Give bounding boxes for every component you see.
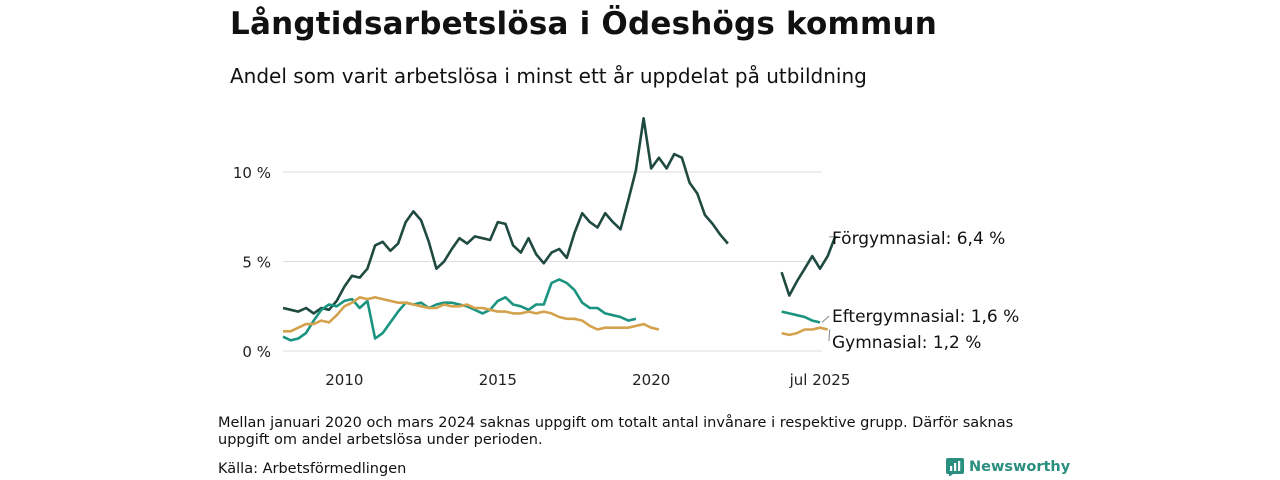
y-tick-label: 10 %	[233, 164, 271, 182]
line-chart: 0 % 5 % 10 % 2010 2015 2020 jul 2025 Förgymna…	[233, 117, 1019, 389]
x-tick-label: 2020	[632, 371, 670, 389]
chart-subtitle: Andel som varit arbetslösa i minst ett å…	[230, 64, 867, 88]
footnote: Mellan januari 2020 och mars 2024 saknas…	[218, 415, 1014, 448]
chart-title: Långtidsarbetslösa i Ödeshögs kommun	[230, 6, 938, 42]
brand-logo[interactable]: Newsworthy	[946, 458, 1070, 476]
x-tick-label: jul 2025	[789, 371, 851, 389]
series-line-gymnasial	[781, 326, 828, 337]
gridlines	[283, 171, 822, 352]
y-axis-ticks: 0 % 5 % 10 %	[233, 164, 271, 361]
series-lines	[282, 117, 837, 342]
series-line-forgymnasial	[282, 117, 729, 315]
series-line-eftergymnasial	[781, 310, 821, 324]
series-label-eftergymnasial: Eftergymnasial: 1,6 %	[832, 307, 1019, 327]
x-axis-ticks: 2010 2015 2020 jul 2025	[325, 371, 850, 389]
series-line-gymnasial	[283, 296, 660, 333]
series-line-forgymnasial	[780, 235, 837, 297]
series-line-eftergymnasial	[282, 278, 637, 342]
y-tick-label: 5 %	[242, 254, 271, 272]
y-tick-label: 0 %	[242, 343, 271, 361]
brand-name: Newsworthy	[969, 459, 1071, 475]
label-connector	[828, 235, 838, 238]
series-label-gymnasial: Gymnasial: 1,2 %	[832, 333, 981, 353]
x-tick-label: 2015	[479, 371, 517, 389]
x-tick-label: 2010	[325, 371, 363, 389]
label-connector	[821, 315, 830, 323]
series-labels: Förgymnasial: 6,4 % Eftergymnasial: 1,6 %…	[821, 229, 1019, 353]
source-text: Källa: Arbetsförmedlingen	[218, 461, 407, 477]
label-connector	[828, 329, 831, 342]
newsworthy-logo-icon	[946, 458, 964, 476]
series-label-forgymnasial: Förgymnasial: 6,4 %	[832, 229, 1005, 249]
